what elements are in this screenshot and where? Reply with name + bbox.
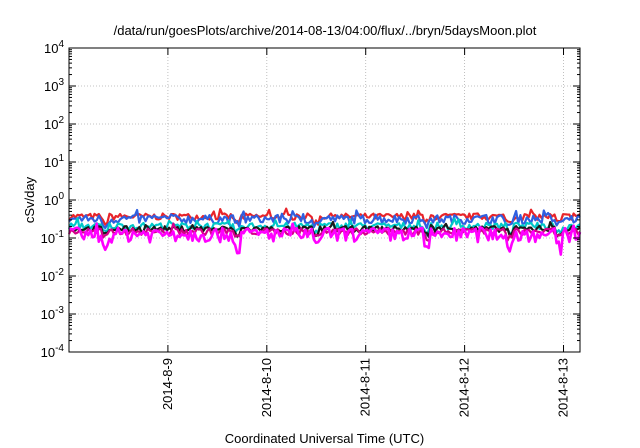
series-line	[68, 222, 582, 256]
y-tick-label: 104	[44, 39, 64, 56]
y-tick-label: 10-1	[41, 229, 65, 246]
y-tick-label: 10-3	[41, 305, 65, 322]
y-tick-label: 100	[44, 191, 64, 208]
series-layer	[67, 207, 582, 256]
y-tick-label: 102	[44, 115, 64, 132]
y-tick-label: 103	[44, 77, 64, 94]
grid	[69, 48, 580, 352]
x-tick-label: 2014-8-10	[259, 358, 274, 417]
y-tick-label: 101	[44, 153, 64, 170]
ticks: 10-4 10-3 10-2 10-1 100 101 102 103 104 2014-8-9 2…	[41, 39, 580, 417]
series-line	[68, 220, 581, 239]
chart-title: /data/run/goesPlots/archive/2014-08-13/0…	[114, 23, 537, 38]
x-axis-label: Coordinated Universal Time (UTC)	[225, 431, 424, 446]
y-tick-label: 10-2	[41, 267, 65, 284]
x-tick-label: 2014-8-11	[358, 358, 373, 416]
x-tick-label: 2014-8-13	[556, 358, 571, 417]
y-axis-label: cSv/day	[22, 176, 37, 223]
y-tick-label: 10-4	[41, 343, 65, 360]
x-tick-label: 2014-8-12	[457, 358, 472, 417]
x-tick-label: 2014-8-9	[160, 358, 175, 410]
